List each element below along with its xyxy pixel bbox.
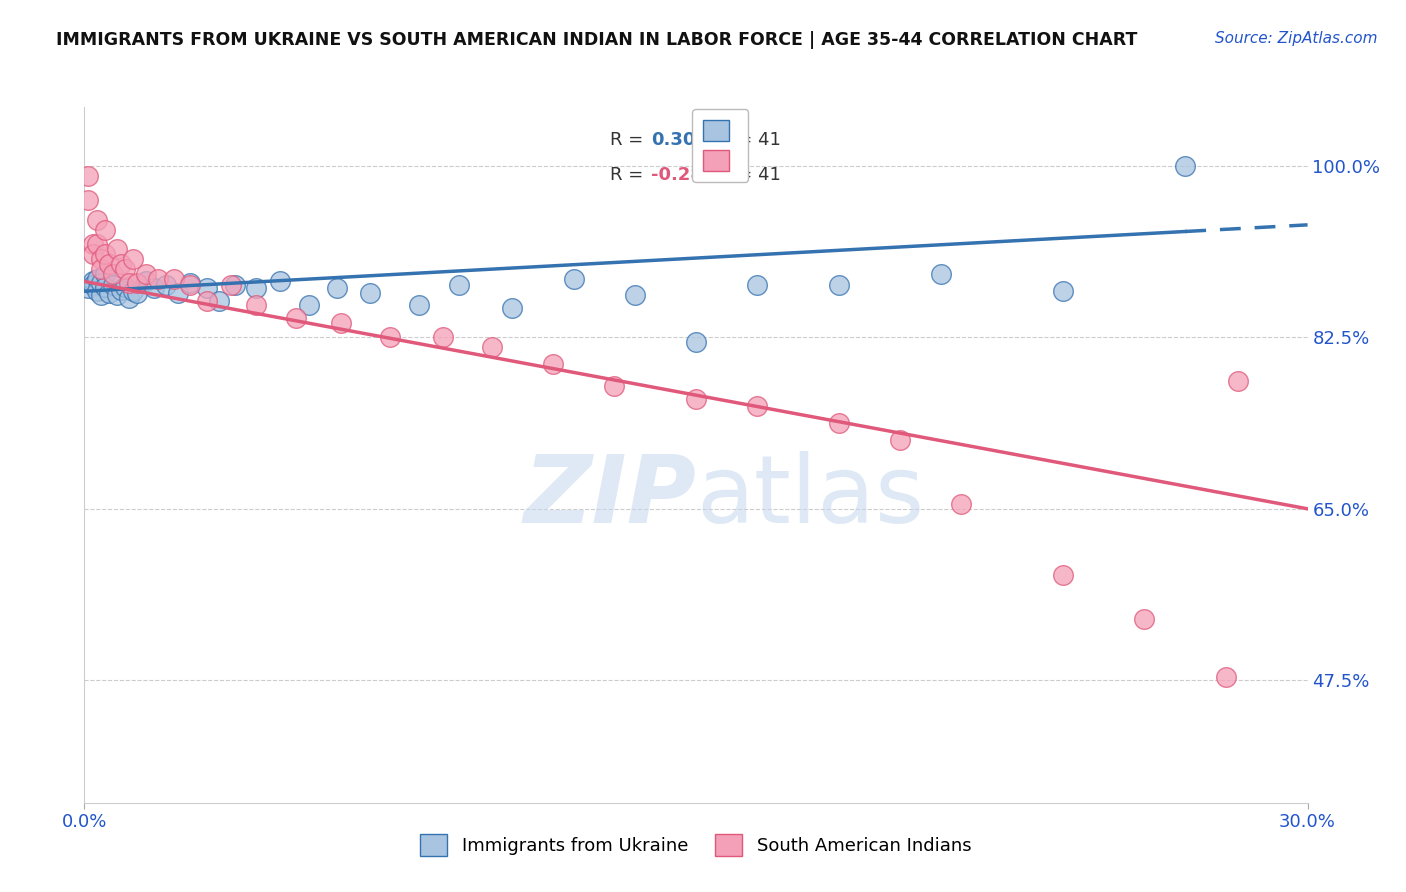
Point [122,252,145,266]
Point [747,278,769,293]
Point [685,335,707,350]
Point [889,434,911,448]
Point [122,285,145,299]
Point [298,298,321,312]
Point [543,357,565,371]
Point [1052,568,1074,582]
Point [359,286,381,301]
Point [86,271,108,285]
Point [146,271,169,285]
Point [624,288,647,302]
Text: N = 41: N = 41 [718,166,780,184]
Point [747,399,769,413]
Point [90,261,112,276]
Point [82,247,104,261]
Point [82,275,104,289]
Point [82,278,104,293]
Point [950,497,973,511]
Point [90,288,112,302]
Point [93,222,117,236]
Point [1174,159,1197,173]
Point [86,212,108,227]
Point [685,392,707,406]
Point [245,298,267,312]
Point [77,169,100,183]
Point [114,261,136,276]
Point [1133,611,1156,625]
Point [285,310,308,325]
Point [449,278,471,293]
Point [432,330,454,344]
Point [105,288,128,302]
Point [77,193,100,207]
Point [163,271,186,285]
Point [114,280,136,294]
Point [245,281,267,295]
Legend: Immigrants from Ukraine, South American Indians: Immigrants from Ukraine, South American … [413,827,979,863]
Point [97,257,120,271]
Point [219,278,242,293]
Point [105,242,128,256]
Point [1052,285,1074,299]
Point [179,278,201,293]
Point [101,267,124,281]
Point [77,281,100,295]
Point [93,267,117,281]
Text: -0.286: -0.286 [651,166,716,184]
Point [86,237,108,252]
Text: ZIP: ZIP [523,450,696,542]
Point [86,285,108,299]
Point [101,278,124,293]
Point [127,286,149,301]
Point [502,301,524,315]
Point [408,298,430,312]
Point [90,252,112,266]
Point [135,267,157,281]
Point [93,280,117,294]
Point [90,277,112,291]
Point [562,271,585,285]
Point [155,278,177,293]
Point [110,257,132,271]
Point [82,237,104,252]
Point [1227,375,1250,389]
Point [167,286,190,301]
Point [208,294,231,309]
Point [603,379,626,393]
Text: R =: R = [610,166,644,184]
Point [929,267,952,281]
Text: atlas: atlas [696,450,924,542]
Point [142,281,165,295]
Point [828,278,851,293]
Point [195,294,218,309]
Point [224,278,246,293]
Point [179,277,201,291]
Point [118,291,141,305]
Text: Source: ZipAtlas.com: Source: ZipAtlas.com [1215,31,1378,46]
Point [110,283,132,297]
Point [135,275,157,289]
Point [481,340,503,354]
Point [828,416,851,430]
Point [326,281,349,295]
Point [118,277,141,291]
Point [195,281,218,295]
Point [127,277,149,291]
Point [269,275,291,289]
Point [380,330,402,344]
Point [1215,670,1237,684]
Text: IMMIGRANTS FROM UKRAINE VS SOUTH AMERICAN INDIAN IN LABOR FORCE | AGE 35-44 CORR: IMMIGRANTS FROM UKRAINE VS SOUTH AMERICA… [56,31,1137,49]
Point [93,247,117,261]
Point [97,286,120,301]
Point [330,316,353,330]
Text: 0.303: 0.303 [651,131,707,149]
Text: N = 41: N = 41 [718,131,780,149]
Text: R =: R = [610,131,644,149]
